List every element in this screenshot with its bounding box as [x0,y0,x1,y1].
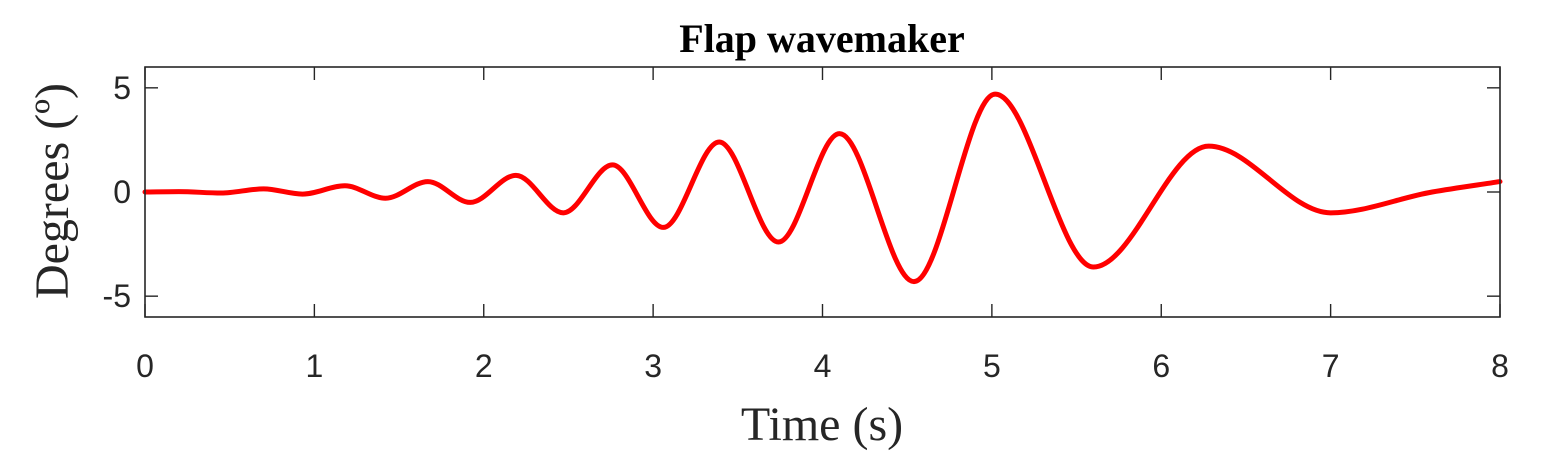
x-tick-label: 2 [475,348,493,384]
x-axis-label: Time (s) [741,398,903,451]
x-tick-label: 1 [305,348,323,384]
x-tick-label: 5 [983,348,1001,384]
axis-ticks [144,67,1501,317]
x-tick-label: 6 [1152,348,1170,384]
x-tick-label: 4 [814,348,832,384]
y-axis-label: Degrees (º) [26,83,79,299]
x-tick-label: 3 [644,348,662,384]
series-line [142,91,1503,285]
axis-tick-labels: 0 1 2 3 4 5 6 7 8-505 [103,70,1509,384]
x-tick-label: 7 [1322,348,1340,384]
chart-title: Flap wavemaker [679,16,965,61]
y-tick-label: 5 [113,70,131,106]
plot-frame [144,66,1501,318]
y-tick-label: -5 [103,278,131,314]
x-tick-label: 8 [1491,348,1509,384]
y-tick-label: 0 [113,174,131,210]
x-tick-label: 0 [136,348,154,384]
